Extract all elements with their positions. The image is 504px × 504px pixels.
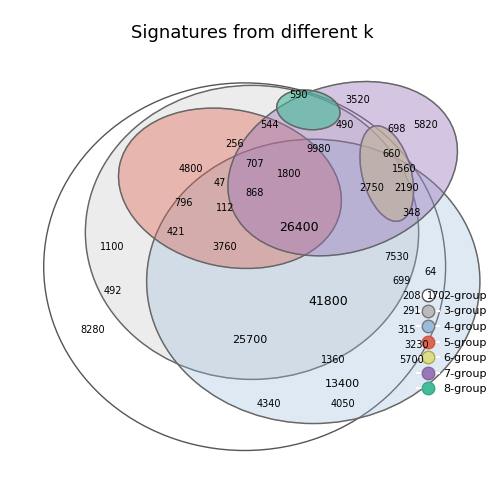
Text: 2190: 2190 [394, 183, 419, 194]
Text: 660: 660 [383, 149, 401, 159]
Text: 698: 698 [388, 124, 406, 135]
Ellipse shape [118, 108, 341, 269]
Text: 64: 64 [425, 267, 437, 277]
Title: Signatures from different k: Signatures from different k [131, 24, 373, 42]
Text: 170: 170 [426, 291, 445, 301]
Text: 2750: 2750 [360, 183, 385, 194]
Text: 5820: 5820 [414, 119, 438, 130]
Text: 41800: 41800 [308, 294, 348, 307]
Text: 7530: 7530 [384, 252, 409, 262]
Ellipse shape [147, 139, 480, 423]
Text: 4340: 4340 [257, 399, 281, 409]
Text: 25700: 25700 [232, 335, 267, 345]
Text: 315: 315 [397, 326, 416, 336]
Text: 3760: 3760 [213, 242, 237, 252]
Text: 9980: 9980 [306, 144, 331, 154]
Text: 492: 492 [103, 286, 121, 296]
Ellipse shape [85, 85, 419, 380]
Text: 1360: 1360 [321, 355, 345, 365]
Text: 26400: 26400 [279, 221, 319, 234]
Text: 544: 544 [260, 119, 278, 130]
Text: 1560: 1560 [392, 164, 416, 174]
Ellipse shape [360, 126, 414, 221]
Text: 13400: 13400 [325, 380, 360, 389]
Text: 5700: 5700 [399, 355, 424, 365]
Text: 590: 590 [289, 90, 308, 100]
Ellipse shape [277, 90, 340, 130]
Text: 421: 421 [167, 227, 185, 237]
Text: 256: 256 [225, 139, 244, 149]
Text: 1100: 1100 [100, 242, 124, 252]
Text: 47: 47 [214, 178, 226, 188]
Text: 1800: 1800 [277, 168, 301, 178]
Ellipse shape [228, 82, 458, 256]
Text: 699: 699 [392, 276, 411, 286]
Text: 3230: 3230 [404, 340, 428, 350]
Text: 4800: 4800 [178, 164, 203, 174]
Text: 291: 291 [402, 306, 420, 316]
Text: 3520: 3520 [345, 95, 370, 105]
Text: 348: 348 [402, 208, 420, 218]
Text: 868: 868 [245, 188, 264, 198]
Text: 796: 796 [174, 198, 193, 208]
Legend: 2-group, 3-group, 4-group, 5-group, 6-group, 7-group, 8-group: 2-group, 3-group, 4-group, 5-group, 6-gr… [412, 286, 491, 399]
Text: 8280: 8280 [81, 326, 105, 336]
Text: 112: 112 [216, 203, 234, 213]
Text: 208: 208 [402, 291, 420, 301]
Text: 490: 490 [336, 119, 354, 130]
Text: 4050: 4050 [330, 399, 355, 409]
Text: 707: 707 [245, 159, 264, 169]
